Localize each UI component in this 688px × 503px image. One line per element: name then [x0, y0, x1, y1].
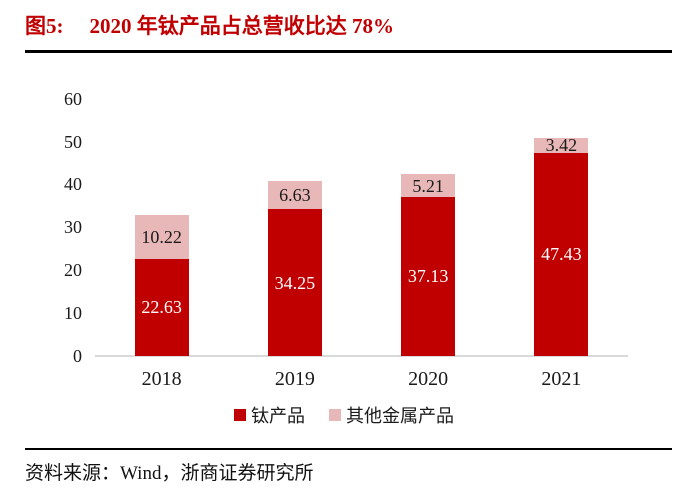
y-axis-tick-label: 40: [64, 174, 82, 195]
legend-label: 其他金属产品: [346, 406, 454, 426]
legend-swatch-titanium-products: [234, 409, 246, 421]
bar-value-label: 6.63: [279, 184, 311, 205]
bar-segment-other-metal-products-2021: 3.42: [534, 135, 589, 156]
bar-value-label: 47.43: [541, 244, 582, 265]
bar-segment-other-metal-products-2020: 5.21: [401, 174, 456, 197]
legend-label: 钛产品: [251, 406, 305, 426]
legend-item-other-metal-products: 其他金属产品: [329, 402, 454, 428]
bar-value-label: 10.22: [141, 226, 182, 247]
x-axis-label: 2018: [141, 368, 182, 390]
bar-value-label: 3.42: [545, 135, 578, 156]
x-axis-line: [95, 355, 628, 357]
chart-legend: 钛产品 其他金属产品: [0, 402, 688, 428]
figure-title-row: 图5: 2020 年钛产品占总营收比达 78%: [25, 10, 394, 40]
bar-segment-titanium-products-2020: 37.13: [401, 196, 456, 356]
bar-segment-titanium-products-2018: 22.63: [134, 258, 189, 356]
y-axis-tick-label: 0: [73, 346, 82, 366]
figure-label: 图5:: [25, 14, 64, 38]
source-divider: [25, 448, 672, 450]
bar-value-label: 34.25: [274, 272, 316, 293]
bar-value-label: 37.13: [407, 266, 449, 287]
bar-value-label: 22.63: [141, 297, 182, 318]
bar-segment-other-metal-products-2018: 10.22: [134, 215, 189, 259]
y-axis-tick-label: 60: [64, 88, 82, 109]
x-axis-label: 2021: [541, 368, 582, 390]
source-note: 资料来源：Wind，浙商证券研究所: [25, 463, 314, 484]
bar-segment-other-metal-products-2019: 6.63: [267, 180, 322, 210]
bar-segment-titanium-products-2019: 34.25: [267, 209, 322, 356]
x-axis-label: 2019: [274, 368, 315, 390]
y-axis-tick-label: 30: [64, 217, 82, 238]
y-axis-tick-label: 10: [64, 303, 82, 324]
y-axis-tick-label: 50: [64, 131, 82, 152]
chart-plot: 0 10 20 30 40 50 60 22.63 10.22 2018 34.25 6.63 2019…: [0, 60, 688, 395]
y-axis-tick-label: 20: [64, 260, 82, 281]
x-axis-label: 2020: [408, 368, 449, 390]
bar-value-label: 5.21: [412, 175, 444, 196]
legend-item-titanium-products: 钛产品: [234, 402, 305, 428]
figure-title: 2020 年钛产品占总营收比达 78%: [89, 14, 395, 38]
title-divider: [25, 50, 672, 53]
legend-swatch-other-metal-products: [329, 409, 341, 421]
bar-segment-titanium-products-2021: 47.43: [534, 152, 589, 356]
